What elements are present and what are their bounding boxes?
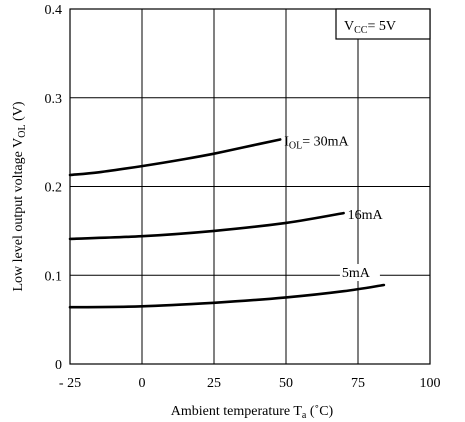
y-axis-label: Low level output voltage VOL (V) xyxy=(11,101,28,291)
x-tick-label: - 25 xyxy=(59,376,81,391)
condition-box: VCC= 5V xyxy=(335,8,431,40)
condition-label: VCC= 5V xyxy=(344,19,396,36)
y-tick-label: 0.1 xyxy=(45,269,63,284)
curve-labels: IOL= 30mA 16mA 5mA xyxy=(284,134,384,282)
y-tick-label: 0.3 xyxy=(45,92,63,107)
series-line-16mA xyxy=(68,211,345,241)
grid xyxy=(70,9,430,364)
y-tick-labels: 0 0.1 0.2 0.3 0.4 xyxy=(45,3,63,373)
series-label-16mA: 16mA xyxy=(348,208,384,223)
series-label-5mA: 5mA xyxy=(342,266,371,281)
x-tick-label: 25 xyxy=(207,376,221,391)
x-tick-label: 75 xyxy=(351,376,365,391)
y-tick-label: 0.2 xyxy=(45,181,63,196)
condition-sub: CC xyxy=(354,25,368,36)
curves xyxy=(68,138,386,309)
x-tick-label: 100 xyxy=(420,376,441,391)
y-tick-label: 0.4 xyxy=(45,3,63,18)
label-bg xyxy=(339,264,380,282)
x-tick-labels: - 25 0 25 50 75 100 xyxy=(59,376,441,391)
series-line-5mA xyxy=(68,283,386,309)
x-axis-label: Ambient temperature Ta (˚C) xyxy=(171,404,334,421)
x-tick-label: 0 xyxy=(139,376,146,391)
y-tick-label: 0 xyxy=(55,358,62,373)
x-tick-label: 50 xyxy=(279,376,293,391)
plot-frame xyxy=(69,8,431,365)
condition-main: V xyxy=(344,19,354,34)
series-label-30mA: IOL= 30mA xyxy=(284,134,349,151)
condition-rest: = 5V xyxy=(367,19,396,34)
series-line-30mA xyxy=(68,138,282,177)
